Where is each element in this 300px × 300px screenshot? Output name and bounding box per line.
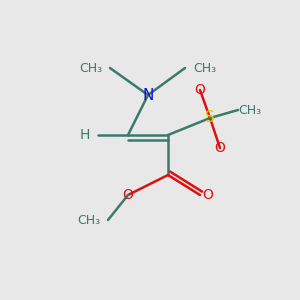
Text: CH₃: CH₃: [193, 61, 216, 74]
Text: N: N: [142, 88, 154, 103]
Text: S: S: [205, 110, 215, 125]
Text: O: O: [123, 188, 134, 202]
Text: CH₃: CH₃: [79, 61, 102, 74]
Text: H: H: [80, 128, 90, 142]
Text: CH₃: CH₃: [238, 103, 262, 116]
Text: CH₃: CH₃: [77, 214, 100, 226]
Text: O: O: [202, 188, 213, 202]
Text: O: O: [214, 141, 225, 155]
Text: O: O: [195, 83, 206, 97]
